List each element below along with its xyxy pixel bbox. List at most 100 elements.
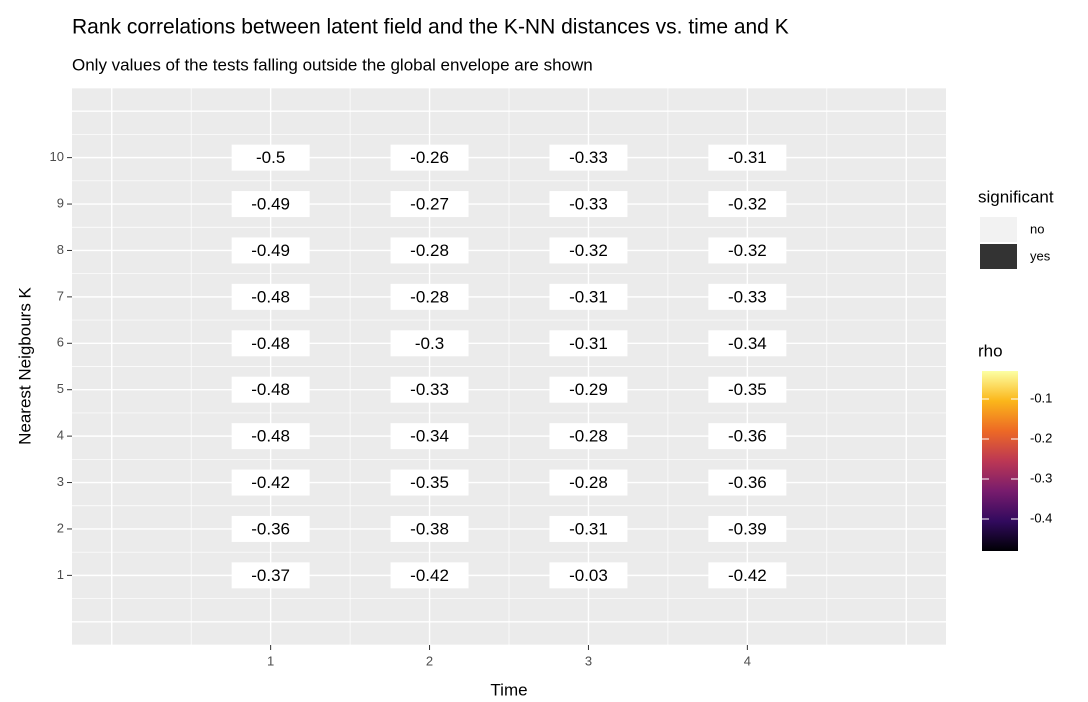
x-tick-label: 4 — [744, 653, 751, 668]
legend-key — [980, 244, 1017, 269]
cell-box — [231, 144, 310, 171]
cell-label: -0.33 — [569, 148, 608, 167]
cell-label: -0.49 — [251, 241, 290, 260]
cell-label: -0.5 — [256, 148, 285, 167]
cell-label: -0.48 — [251, 334, 290, 353]
cell-box — [231, 191, 310, 218]
x-tick-label: 3 — [585, 653, 592, 668]
cell-box — [390, 423, 469, 450]
cell-box — [390, 469, 469, 496]
cell-box — [549, 283, 628, 310]
cell-box — [708, 283, 787, 310]
cell-label: -0.28 — [569, 473, 608, 492]
colorbar-title: rho — [978, 341, 1003, 360]
cell-label: -0.28 — [410, 241, 449, 260]
cell-label: -0.48 — [251, 380, 290, 399]
cell-box — [390, 376, 469, 403]
cell-label: -0.42 — [728, 566, 767, 585]
chart-subtitle: Only values of the tests falling outside… — [72, 55, 593, 74]
legend-title: significant — [978, 187, 1054, 206]
cell-box — [708, 515, 787, 542]
cell-box — [549, 376, 628, 403]
cell-box — [231, 376, 310, 403]
colorbar-label: -0.1 — [1030, 390, 1052, 405]
cell-label: -0.26 — [410, 148, 449, 167]
cell-box — [390, 191, 469, 218]
cell-label: -0.37 — [251, 566, 290, 585]
cell-label: -0.36 — [251, 519, 290, 538]
cell-label: -0.38 — [410, 519, 449, 538]
cell-box — [708, 469, 787, 496]
cell-label: -0.29 — [569, 380, 608, 399]
colorbar-label: -0.2 — [1030, 430, 1052, 445]
legend-label: no — [1030, 221, 1044, 236]
cell-label: -0.36 — [728, 427, 767, 446]
cell-label: -0.33 — [728, 287, 767, 306]
cell-box — [708, 191, 787, 218]
y-axis-label: Nearest Neigbours K — [15, 286, 34, 444]
cell-box — [390, 144, 469, 171]
cell-box — [549, 237, 628, 264]
cell-label: -0.49 — [251, 195, 290, 214]
cell-label: -0.36 — [728, 473, 767, 492]
cell-label: -0.03 — [569, 566, 608, 585]
cell-box — [231, 283, 310, 310]
y-tick-label: 8 — [57, 242, 64, 257]
cell-label: -0.31 — [569, 519, 608, 538]
cell-label: -0.31 — [569, 334, 608, 353]
cell-label: -0.42 — [410, 566, 449, 585]
x-axis-label: Time — [490, 680, 527, 699]
y-tick-label: 3 — [57, 474, 64, 489]
cell-box — [549, 469, 628, 496]
cell-label: -0.31 — [569, 287, 608, 306]
cell-box — [549, 515, 628, 542]
colorbar-label: -0.4 — [1030, 510, 1052, 525]
cell-box — [390, 237, 469, 264]
cell-label: -0.31 — [728, 148, 767, 167]
y-tick-label: 4 — [57, 428, 64, 443]
legend-label: yes — [1030, 248, 1051, 263]
cell-box — [708, 376, 787, 403]
cell-label: -0.34 — [728, 334, 767, 353]
cell-label: -0.48 — [251, 427, 290, 446]
cell-box — [549, 562, 628, 589]
cell-box — [231, 469, 310, 496]
y-tick-label: 6 — [57, 335, 64, 350]
chart-title: Rank correlations between latent field a… — [72, 16, 789, 39]
cell-label: -0.35 — [728, 380, 767, 399]
cell-box — [549, 191, 628, 218]
cell-label: -0.32 — [728, 241, 767, 260]
cell-box — [231, 515, 310, 542]
y-tick-label: 9 — [57, 195, 64, 210]
cell-box — [390, 330, 469, 357]
y-tick-label: 1 — [57, 567, 64, 582]
cell-label: -0.27 — [410, 195, 449, 214]
cell-box — [708, 237, 787, 264]
cell-box — [390, 562, 469, 589]
cell-label: -0.32 — [569, 241, 608, 260]
y-tick-label: 7 — [57, 288, 64, 303]
cell-label: -0.48 — [251, 287, 290, 306]
cell-label: -0.33 — [569, 195, 608, 214]
cell-box — [549, 330, 628, 357]
cell-box — [708, 330, 787, 357]
cell-box — [549, 423, 628, 450]
y-tick-label: 2 — [57, 520, 64, 535]
cell-label: -0.42 — [251, 473, 290, 492]
cell-box — [231, 562, 310, 589]
cell-box — [708, 562, 787, 589]
cell-label: -0.35 — [410, 473, 449, 492]
cell-box — [390, 515, 469, 542]
colorbar — [982, 371, 1018, 551]
cell-box — [708, 423, 787, 450]
cell-box — [231, 423, 310, 450]
x-tick-label: 1 — [267, 653, 274, 668]
cell-label: -0.28 — [569, 427, 608, 446]
cell-label: -0.3 — [415, 334, 444, 353]
cell-label: -0.39 — [728, 519, 767, 538]
cell-box — [231, 330, 310, 357]
cell-box — [549, 144, 628, 171]
colorbar-label: -0.3 — [1030, 470, 1052, 485]
cell-box — [708, 144, 787, 171]
